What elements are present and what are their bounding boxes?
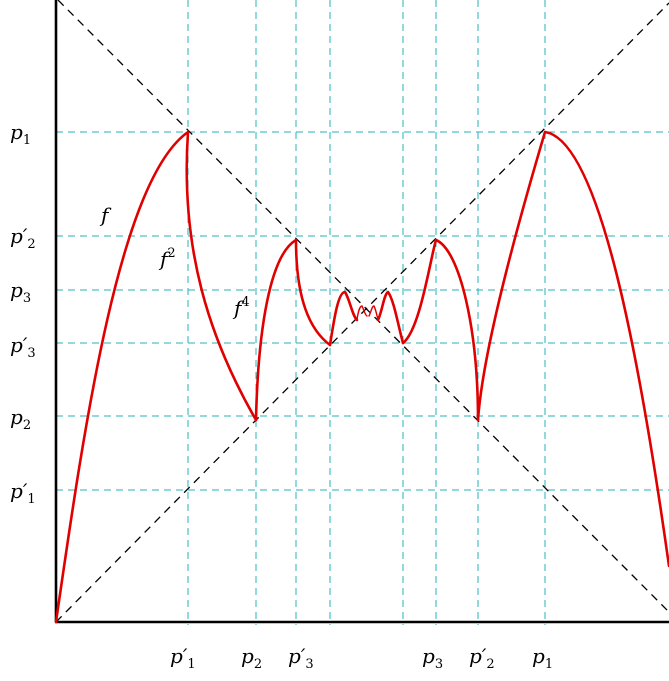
horizontal-guides: [56, 131, 669, 491]
vertical-guides: [187, 0, 546, 625]
x-label-p2: p2: [241, 644, 262, 672]
y-label-p3-prime: p′3: [10, 333, 36, 361]
curve-f4-right-rise: [401, 238, 438, 345]
diagonals: [55, 0, 669, 623]
y-label-p1: p1: [10, 120, 31, 148]
x-label-p3: p3: [422, 644, 443, 672]
curve-f-left: [54, 130, 190, 624]
curve-f16-left: [356, 305, 368, 321]
x-label-p1-prime: p′1: [170, 644, 196, 672]
label-f2: f2: [158, 246, 176, 271]
curves-fine: [356, 305, 379, 321]
x-label-p3-prime: p′3: [288, 644, 314, 672]
y-label-p2: p2: [10, 405, 31, 433]
curve-f2-right: [476, 130, 547, 422]
x-label-p2-prime: p′2: [469, 644, 495, 672]
diagonal-falling: [57, 0, 669, 613]
curve-f8-right: [376, 290, 405, 345]
curve-f-right: [543, 130, 669, 568]
y-label-p3: p3: [10, 278, 31, 306]
curve-f4-right-fall: [434, 238, 480, 422]
curve-f8-left: [328, 290, 359, 347]
curve-f4-left-rise: [254, 238, 298, 422]
x-label-p1: p1: [532, 644, 553, 672]
diagonal-rising: [55, 2, 669, 623]
curve-f4-left-fall: [294, 238, 332, 347]
label-f: f: [99, 203, 112, 227]
curve-f16-right: [368, 305, 379, 321]
axes: [54, 0, 669, 624]
curves: [54, 130, 669, 624]
y-label-p2-prime: p′2: [10, 224, 36, 252]
curve-f2-left: [185, 130, 258, 422]
x-axis-labels: p′1 p2 p′3 p3 p′2 p1: [170, 644, 553, 672]
y-axis-labels: p1 p′2 p3 p′3 p2 p′1: [10, 120, 36, 507]
y-label-p1-prime: p′1: [10, 479, 36, 507]
label-f4: f4: [232, 295, 250, 320]
